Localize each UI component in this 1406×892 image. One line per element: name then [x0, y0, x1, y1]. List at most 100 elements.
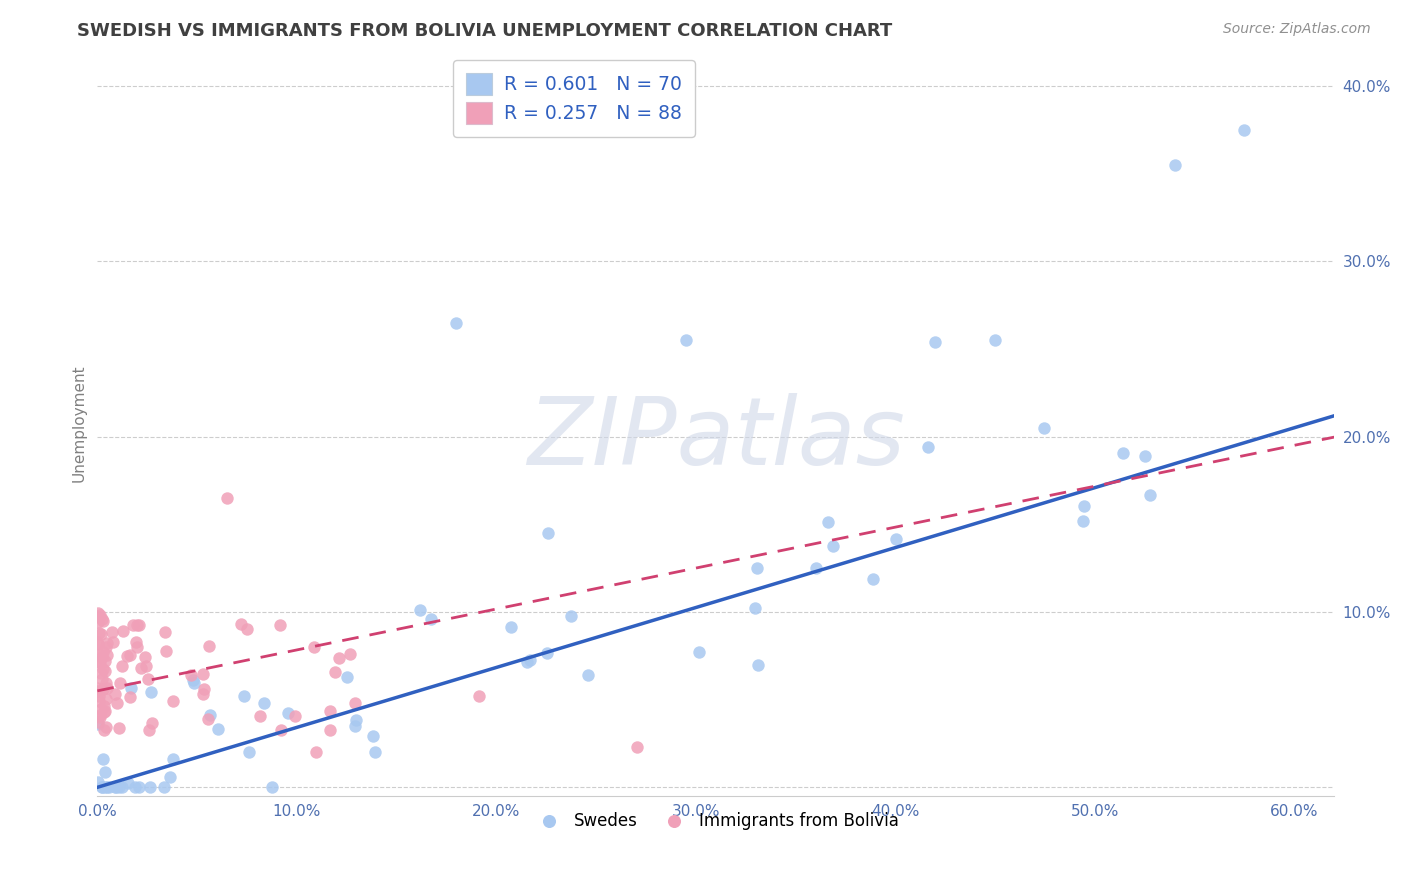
Point: [162, 694, 184, 708]
Point: [153, 780, 176, 795]
Point: [155, 644, 177, 658]
Point: [87, 694, 110, 708]
Point: [108, 676, 131, 690]
Point: [94, 764, 117, 779]
Point: [215, 491, 238, 505]
Point: [823, 539, 845, 553]
Point: [93, 706, 115, 720]
Point: [139, 780, 162, 795]
Point: [501, 620, 523, 634]
Point: [98, 780, 121, 795]
Point: [94, 704, 117, 718]
Point: [917, 440, 939, 454]
Point: [117, 648, 139, 663]
Point: [269, 618, 291, 632]
Point: [419, 612, 441, 626]
Point: [1139, 488, 1161, 502]
Point: [516, 655, 538, 669]
Point: [96, 780, 118, 795]
Point: [96, 681, 118, 695]
Point: [90, 666, 112, 681]
Point: [745, 561, 768, 575]
Point: [232, 690, 254, 704]
Point: [104, 780, 127, 795]
Point: [536, 646, 558, 660]
Point: [87, 717, 110, 731]
Point: [90, 780, 112, 795]
Point: [89, 608, 111, 623]
Point: [626, 740, 648, 755]
Text: SWEDISH VS IMMIGRANTS FROM BOLIVIA UNEMPLOYMENT CORRELATION CHART: SWEDISH VS IMMIGRANTS FROM BOLIVIA UNEMP…: [77, 22, 893, 40]
Point: [138, 723, 160, 738]
Point: [89, 655, 111, 669]
Point: [249, 709, 271, 723]
Point: [90, 702, 112, 716]
Point: [804, 561, 827, 575]
Point: [86, 681, 108, 696]
Point: [86, 655, 108, 669]
Point: [344, 713, 367, 727]
Point: [87, 615, 110, 629]
Point: [207, 723, 229, 737]
Point: [336, 670, 359, 684]
Point: [747, 657, 769, 672]
Point: [134, 650, 156, 665]
Point: [104, 688, 127, 702]
Point: [127, 640, 149, 654]
Point: [180, 668, 202, 682]
Point: [101, 625, 124, 640]
Point: [884, 532, 907, 546]
Point: [238, 745, 260, 759]
Point: [131, 661, 153, 675]
Y-axis label: Unemployment: Unemployment: [72, 365, 86, 483]
Point: [96, 675, 118, 690]
Point: [96, 648, 118, 662]
Point: [862, 572, 884, 586]
Point: [468, 689, 491, 703]
Point: [361, 729, 384, 743]
Point: [104, 780, 127, 795]
Point: [159, 770, 181, 784]
Point: [193, 681, 215, 696]
Point: [86, 637, 108, 651]
Point: [1112, 446, 1135, 460]
Point: [87, 774, 110, 789]
Point: [108, 721, 131, 735]
Point: [94, 654, 117, 668]
Point: [105, 696, 128, 710]
Point: [305, 745, 328, 759]
Point: [86, 635, 108, 649]
Point: [277, 706, 299, 720]
Point: [117, 776, 139, 790]
Point: [107, 780, 129, 795]
Point: [560, 609, 582, 624]
Point: [1163, 158, 1185, 172]
Point: [93, 699, 115, 714]
Point: [120, 648, 142, 663]
Point: [94, 640, 117, 655]
Point: [118, 690, 141, 704]
Point: [111, 780, 134, 795]
Point: [93, 723, 115, 737]
Point: [91, 615, 114, 629]
Legend: Swedes, Immigrants from Bolivia: Swedes, Immigrants from Bolivia: [526, 805, 905, 836]
Point: [93, 645, 115, 659]
Point: [125, 635, 148, 649]
Point: [86, 714, 108, 729]
Point: [90, 649, 112, 664]
Point: [744, 600, 766, 615]
Point: [91, 682, 114, 697]
Point: [191, 667, 214, 681]
Point: [128, 780, 150, 795]
Point: [90, 627, 112, 641]
Point: [200, 707, 222, 722]
Point: [675, 333, 697, 347]
Point: [1233, 122, 1256, 136]
Point: [91, 780, 114, 795]
Point: [122, 618, 145, 632]
Point: [576, 668, 599, 682]
Text: ZIPatlas: ZIPatlas: [527, 392, 904, 483]
Point: [162, 752, 184, 766]
Point: [125, 618, 148, 632]
Point: [1073, 499, 1095, 513]
